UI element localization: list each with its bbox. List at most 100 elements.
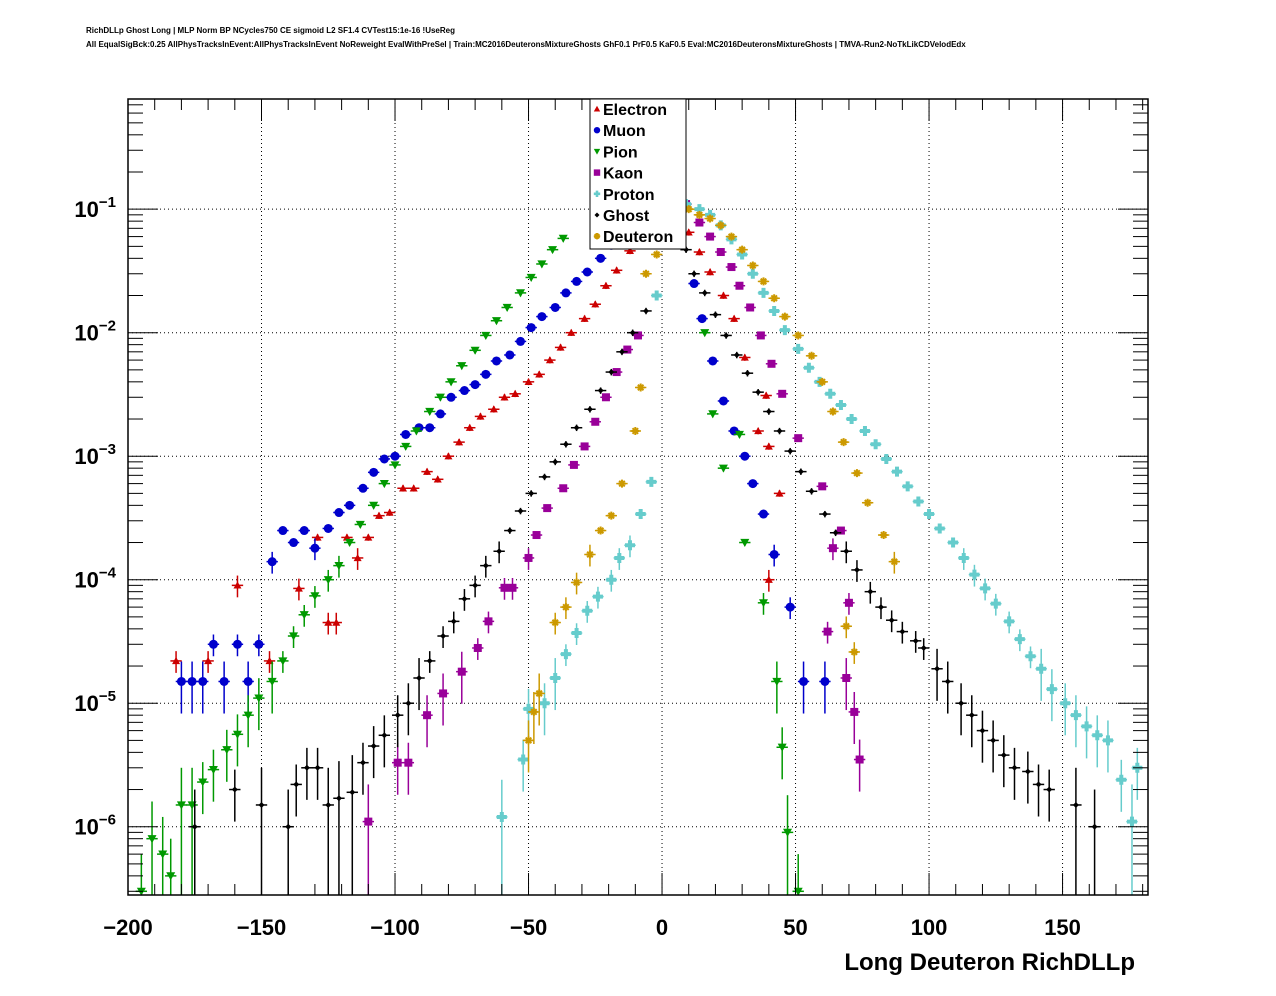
data-point [362,533,374,541]
marker-square [823,627,832,636]
marker-square [364,817,373,826]
marker-cross [1014,634,1025,645]
data-point [699,289,711,297]
marker-square [580,442,589,451]
marker-cross [1092,730,1103,741]
marker-circle [299,526,309,536]
marker-diamond [517,507,524,514]
y-tick-base: 10 [74,197,98,222]
marker-diamond [303,764,310,771]
data-point [434,409,447,419]
marker-circle [219,676,229,686]
marker-triangle-down [708,410,718,419]
marker-triangle-down [208,766,218,775]
marker-diamond [755,389,762,396]
data-point [207,634,220,657]
series-electron [170,228,786,673]
marker-cross [769,305,780,316]
marker-triangle-up [172,656,181,665]
data-point [432,475,444,483]
marker-star [585,550,594,559]
data-point [942,661,954,714]
data-point [488,405,500,413]
data-point [165,838,177,895]
data-point [1070,767,1082,895]
data-point [146,801,158,895]
data-point [955,683,967,736]
marker-cross [779,325,790,336]
marker-square [404,758,413,767]
marker-diamond [506,527,513,534]
data-point [311,747,324,800]
marker-triangle-up [775,489,784,497]
data-point [389,451,401,461]
marker-triangle-up [684,228,693,236]
marker-diamond [920,644,927,651]
data-point [998,735,1010,788]
marker-cross [825,388,836,399]
marker-triangle-up [204,656,213,665]
marker-triangle-down [700,329,710,338]
marker-square [746,303,755,312]
data-point [333,761,345,895]
marker-triangle-down [435,393,445,402]
data-point [792,331,804,340]
marker-cross [913,496,924,507]
marker-diamond [618,348,625,355]
data-point [343,538,356,548]
data-point [605,368,617,376]
marker-triangle-up [764,575,773,583]
data-point [829,529,842,537]
data-point [757,509,770,519]
marker-square [601,393,610,402]
legend-item-kaon: Kaon [593,166,643,183]
marker-circle [481,369,491,379]
data-point [755,331,767,340]
data-point [402,742,415,795]
data-point [715,248,727,257]
marker-circle [491,356,501,366]
data-point [848,642,860,664]
marker-triangle-down [758,599,768,608]
data-point [725,263,738,272]
marker-circle [187,676,197,686]
marker-triangle-down [537,260,547,269]
data-point [301,747,313,800]
marker-triangle-up [524,377,533,386]
data-point [290,764,302,817]
data-point [696,314,708,324]
data-point [947,537,959,548]
data-point [367,501,380,510]
data-point [594,526,607,535]
marker-diamond [528,490,535,497]
marker-circle [289,538,299,548]
data-point [408,484,420,492]
data-point [805,488,818,495]
data-point [739,451,751,461]
marker-triangle-down [548,246,558,255]
data-point [322,523,334,533]
data-point [765,359,778,368]
data-point [378,454,391,464]
legend-label: Ghost [603,208,650,225]
marker-triangle-up [444,452,453,460]
marker-circle [505,350,515,360]
data-point [819,510,831,518]
data-point [253,678,265,731]
marker-diamond [426,657,433,664]
data-point [506,578,519,600]
marker-star [794,331,803,340]
marker-triangle-up [612,266,621,274]
y-tick-label: 10−3 [74,441,116,469]
marker-diamond [440,633,447,640]
data-point [688,270,700,278]
data-point [186,767,198,895]
marker-diamond [285,823,292,830]
marker-diamond [394,712,401,719]
data-point [445,378,457,387]
marker-circle [358,483,368,493]
marker-circle [596,253,606,263]
data-point [469,346,481,355]
marker-square [393,758,402,767]
data-point [651,290,663,301]
